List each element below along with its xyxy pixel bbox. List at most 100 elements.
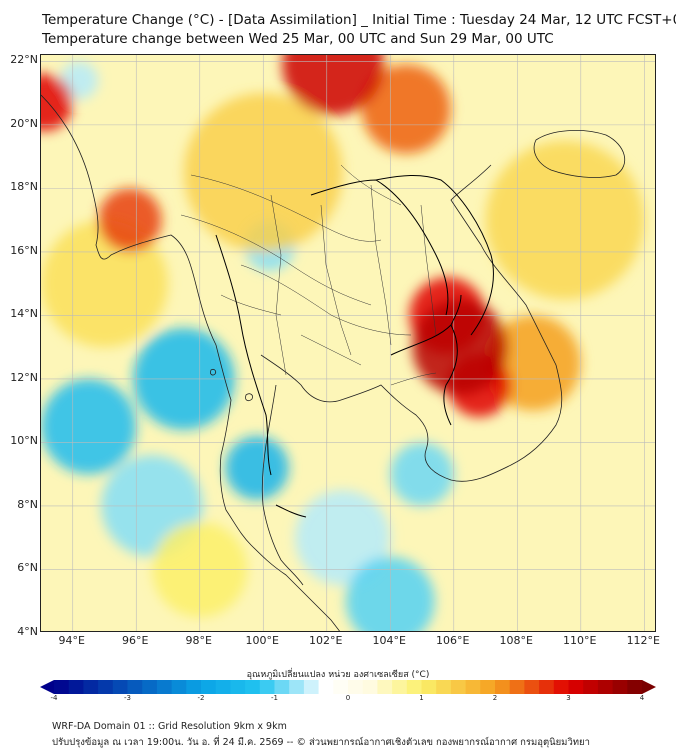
lon-label: 102°E — [309, 634, 343, 647]
colorbar-cell — [112, 680, 128, 694]
colorbar-title: อุณหภูมิเปลี่ยนแปลง หน่วย องศาเซลเซียส (… — [246, 670, 430, 680]
colorbar-cell — [171, 680, 187, 694]
map-subtitle: Temperature change between Wed 25 Mar, 0… — [42, 31, 554, 47]
coastline-gulf — [260, 164, 563, 482]
colorbar-tick-label: -1 — [271, 694, 278, 702]
country-borders — [215, 174, 494, 518]
field-region-0 — [295, 490, 391, 586]
colorbar-cell — [259, 680, 275, 694]
lon-label: 98°E — [185, 634, 212, 647]
colorbar-cell — [127, 680, 143, 694]
province-borders — [180, 164, 437, 386]
colorbar-max-extension — [642, 680, 656, 694]
lat-label: 16°N — [10, 243, 38, 257]
field-region-10 — [41, 378, 137, 475]
colorbar-cell — [495, 680, 511, 694]
colorbar-cell — [612, 680, 628, 694]
colorbar-cell — [348, 680, 364, 694]
colorbar-tick-label: 3 — [566, 694, 571, 702]
colorbar-cell — [480, 680, 496, 694]
temperature-change-map[interactable] — [40, 54, 656, 632]
field-region-14 — [361, 64, 451, 154]
graticule — [41, 55, 655, 631]
lon-label: 94°E — [58, 634, 85, 647]
colorbar-cell — [524, 680, 540, 694]
field-region-20 — [412, 299, 508, 395]
colorbar-cell — [156, 680, 173, 694]
lat-label: 8°N — [17, 497, 38, 511]
border-cambodia-vietnam — [443, 324, 458, 426]
colorbar-min-extension — [40, 680, 54, 694]
colorbar-cell — [303, 680, 320, 694]
model-info: WRF-DA Domain 01 :: Grid Resolution 9km … — [52, 721, 287, 732]
colorbar-cell — [318, 680, 334, 694]
border-laos-vietnam — [375, 174, 494, 336]
lat-label: 18°N — [10, 180, 38, 194]
colorbar-cell — [333, 680, 349, 694]
colorbar-cell — [509, 680, 525, 694]
colorbar-cell — [436, 680, 452, 694]
colorbar-cell — [583, 680, 599, 694]
lat-label: 14°N — [10, 307, 38, 321]
colorbar-tick-label: 4 — [639, 694, 645, 702]
colorbar-cell — [450, 680, 467, 694]
lat-label: 20°N — [10, 116, 38, 130]
coastlines — [41, 94, 626, 631]
colorbar-tick-label: 2 — [492, 694, 498, 702]
colorbar-cell — [68, 680, 84, 694]
coastline-hainan — [533, 130, 626, 178]
colorbar-cell — [362, 680, 378, 694]
colorbar-tick-label: -4 — [50, 694, 58, 702]
coastline-island-1 — [245, 393, 253, 402]
lat-label: 6°N — [17, 561, 38, 575]
lat-label: 4°N — [17, 625, 38, 638]
field-region-19 — [282, 55, 384, 116]
field-region-8 — [485, 140, 645, 300]
colorbar-cell — [597, 680, 614, 694]
coastline-mainland — [41, 94, 340, 631]
lat-label: 10°N — [10, 434, 38, 448]
field-region-15 — [98, 188, 162, 252]
colorbar-tick-label: -3 — [124, 694, 131, 702]
field-region-18 — [41, 74, 73, 132]
colorbar-tick-label: -2 — [197, 694, 205, 702]
colorbar-cell — [201, 680, 217, 694]
update-credit: ปรับปรุงข้อมูล ณ เวลา 19:00น. วัน อ. ที่… — [52, 737, 590, 748]
colorbar-cell — [377, 680, 393, 694]
coastline-peninsula — [261, 384, 304, 586]
map-title: Temperature Change (°C) - [Data Assimila… — [42, 12, 676, 28]
colorbar — [40, 680, 656, 694]
lon-label: 104°E — [372, 634, 406, 647]
colorbar-cell — [230, 680, 246, 694]
colorbar-cell — [289, 680, 305, 694]
colorbar-cell — [568, 680, 584, 694]
colorbar-cell — [245, 680, 261, 694]
lon-label: 106°E — [436, 634, 470, 647]
field-region-12 — [225, 436, 289, 500]
colorbar-cell — [54, 680, 70, 694]
colorbar-cell — [83, 680, 99, 694]
colorbar-cell — [421, 680, 437, 694]
colorbar-cell — [98, 680, 114, 694]
coastline-island-2 — [210, 368, 217, 376]
field-region-4 — [390, 442, 454, 506]
colorbar-cell — [274, 680, 290, 694]
map-canvas — [41, 55, 655, 631]
border-myanmar-thailand — [215, 234, 272, 476]
border-thailand-malaysia — [275, 504, 307, 518]
colorbar-cell — [142, 680, 158, 694]
colorbar-cell — [215, 680, 231, 694]
lat-label: 12°N — [10, 370, 38, 384]
lon-label: 110°E — [563, 634, 597, 647]
colorbar-tick-label: 0 — [345, 694, 351, 702]
lon-label: 100°E — [245, 634, 279, 647]
colorbar-cell — [553, 680, 569, 694]
colorbar-cell — [392, 680, 408, 694]
border-thailand-laos — [310, 179, 449, 316]
lon-label: 108°E — [499, 634, 533, 647]
colorbar-tick-label: 1 — [419, 694, 424, 702]
colorbar-cell — [465, 680, 481, 694]
colorbar-cell — [627, 680, 643, 694]
colorbar-cell — [406, 680, 422, 694]
colorbar-cell — [539, 680, 555, 694]
